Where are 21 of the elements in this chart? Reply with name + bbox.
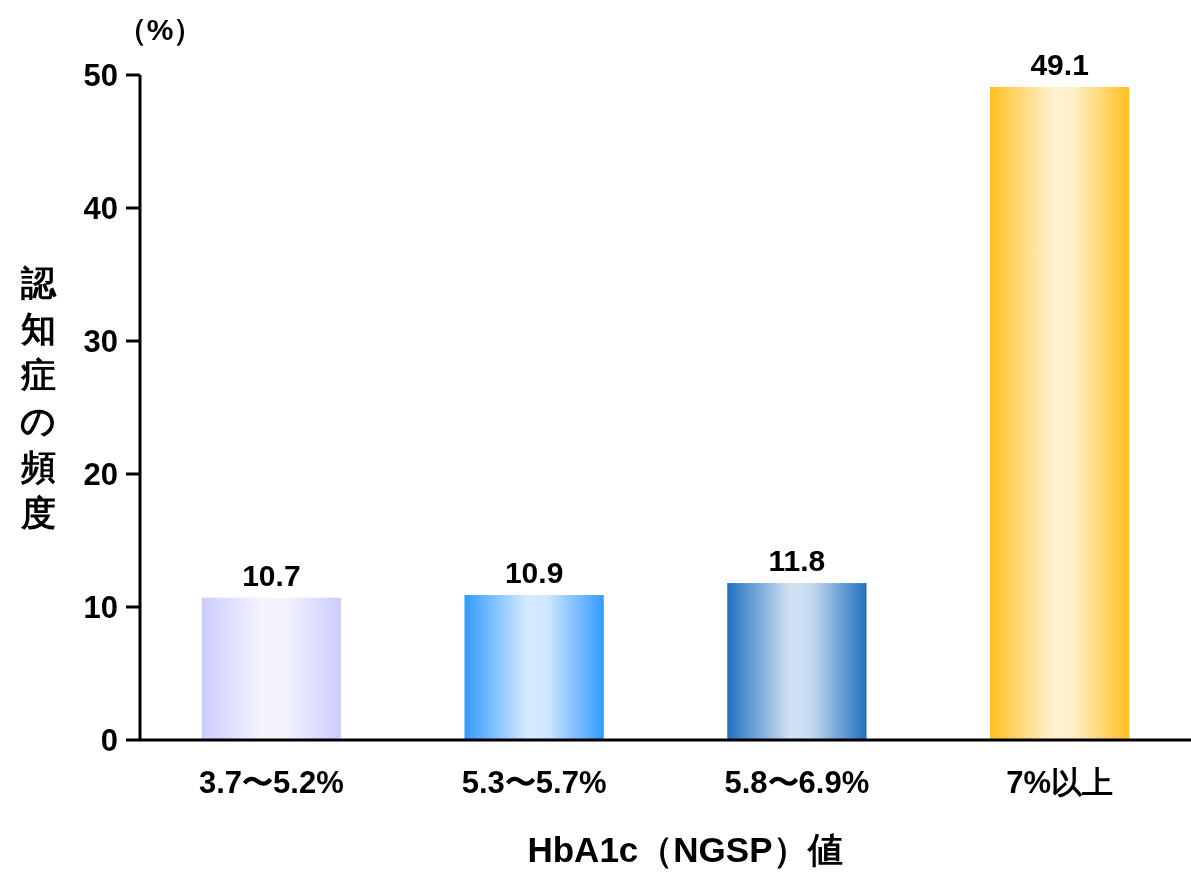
x-tick-label: 7%以上 (1006, 765, 1114, 800)
x-tick-label: 5.3〜5.7% (461, 765, 607, 800)
x-tick-label: 3.7〜5.2% (198, 765, 344, 800)
bar (464, 595, 604, 740)
y-axis-title: 認知症の頻度 (19, 263, 57, 532)
y-tick-label: 0 (100, 723, 118, 758)
y-tick-label: 20 (83, 457, 118, 492)
x-tick-label: 5.8〜6.9% (724, 765, 870, 800)
data-label: 10.7 (242, 558, 301, 592)
data-label: 11.8 (768, 544, 826, 578)
y-tick-label: 40 (83, 191, 118, 226)
text: （%） (116, 13, 204, 46)
data-label: 49.1 (1030, 47, 1089, 81)
data-label: 10.9 (504, 556, 564, 590)
y-tick-label: 50 (83, 58, 118, 93)
y-tick-label: 30 (83, 324, 118, 359)
bar (727, 583, 867, 740)
bar (201, 597, 341, 740)
x-axis-title: HbA1c（NGSP）値 (527, 830, 843, 869)
bar (990, 86, 1130, 740)
y-tick-label: 10 (83, 590, 118, 625)
